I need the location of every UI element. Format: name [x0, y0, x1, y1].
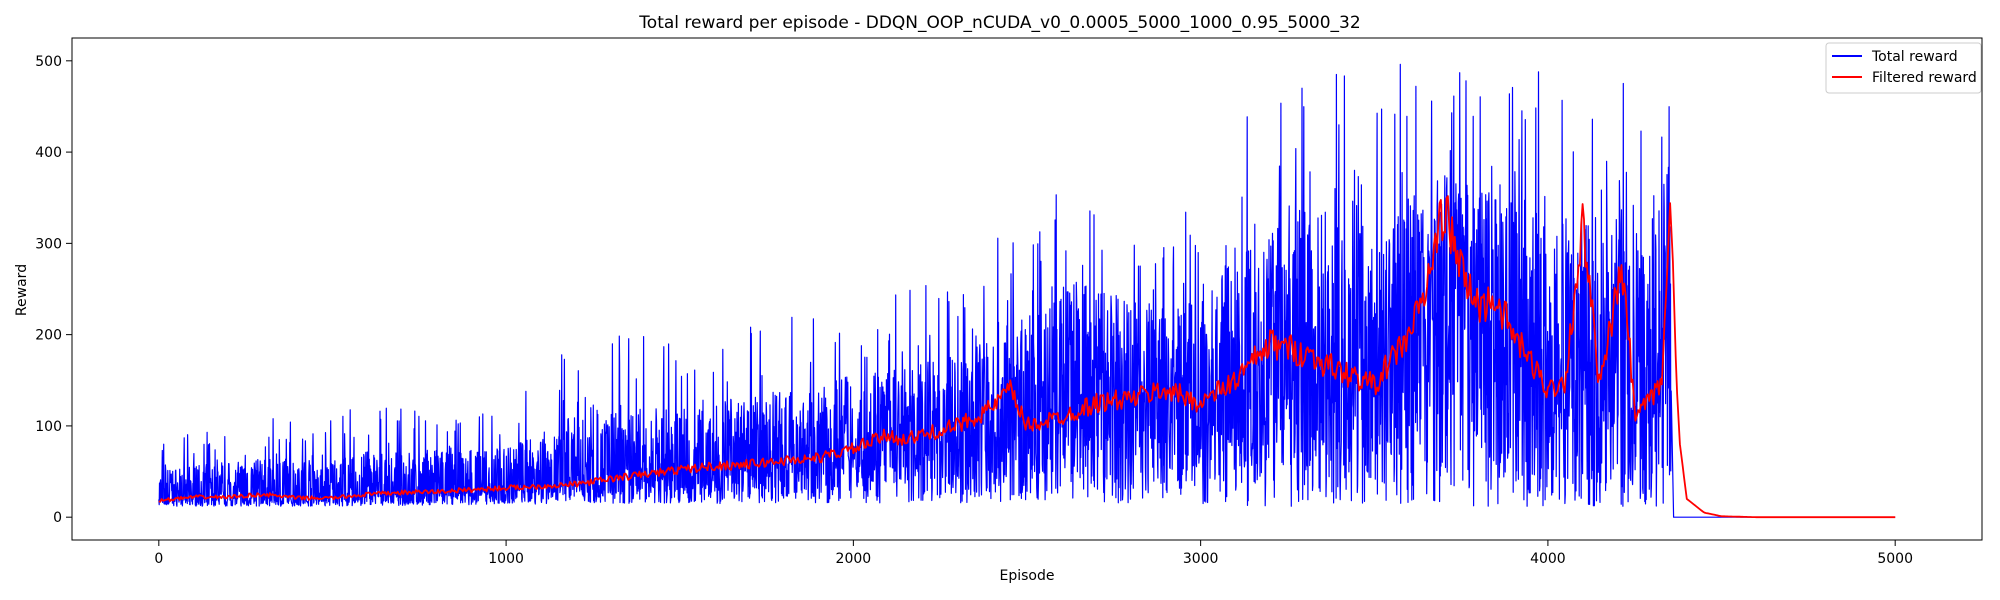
- y-tick-label: 200: [35, 328, 62, 344]
- y-axis-label: Reward: [14, 264, 30, 316]
- chart-lines: [158, 63, 1896, 519]
- x-tick-label: 0: [154, 551, 163, 567]
- y-tick-label: 0: [53, 510, 62, 526]
- x-tick-label: 5000: [1877, 551, 1913, 567]
- x-tick-label: 1000: [488, 551, 524, 567]
- x-axis-ticks: 0 1000 2000 3000 4000 5000: [154, 540, 1913, 567]
- x-tick-label: 4000: [1530, 551, 1566, 567]
- plot-frame: [71, 37, 1983, 541]
- y-tick-label: 300: [35, 236, 62, 252]
- legend-label-total-reward: Total reward: [1871, 49, 1958, 65]
- series-line-filtered-reward: [158, 195, 1896, 519]
- chart-title: Total reward per episode - DDQN_OOP_nCUD…: [638, 13, 1360, 33]
- y-tick-label: 500: [35, 54, 62, 70]
- x-tick-label: 3000: [1183, 551, 1219, 567]
- series-line-total-reward: [158, 63, 1896, 518]
- legend-box: [1825, 42, 1982, 94]
- y-tick-label: 400: [35, 145, 62, 161]
- x-axis-label: Episode: [1000, 568, 1055, 584]
- y-tick-label: 100: [35, 419, 62, 435]
- legend-label-filtered-reward: Filtered reward: [1872, 70, 1977, 86]
- x-tick-label: 2000: [836, 551, 872, 567]
- legend: Total reward Filtered reward: [1825, 42, 1982, 94]
- y-axis-ticks: 0 100 200 300 400 500: [35, 54, 72, 526]
